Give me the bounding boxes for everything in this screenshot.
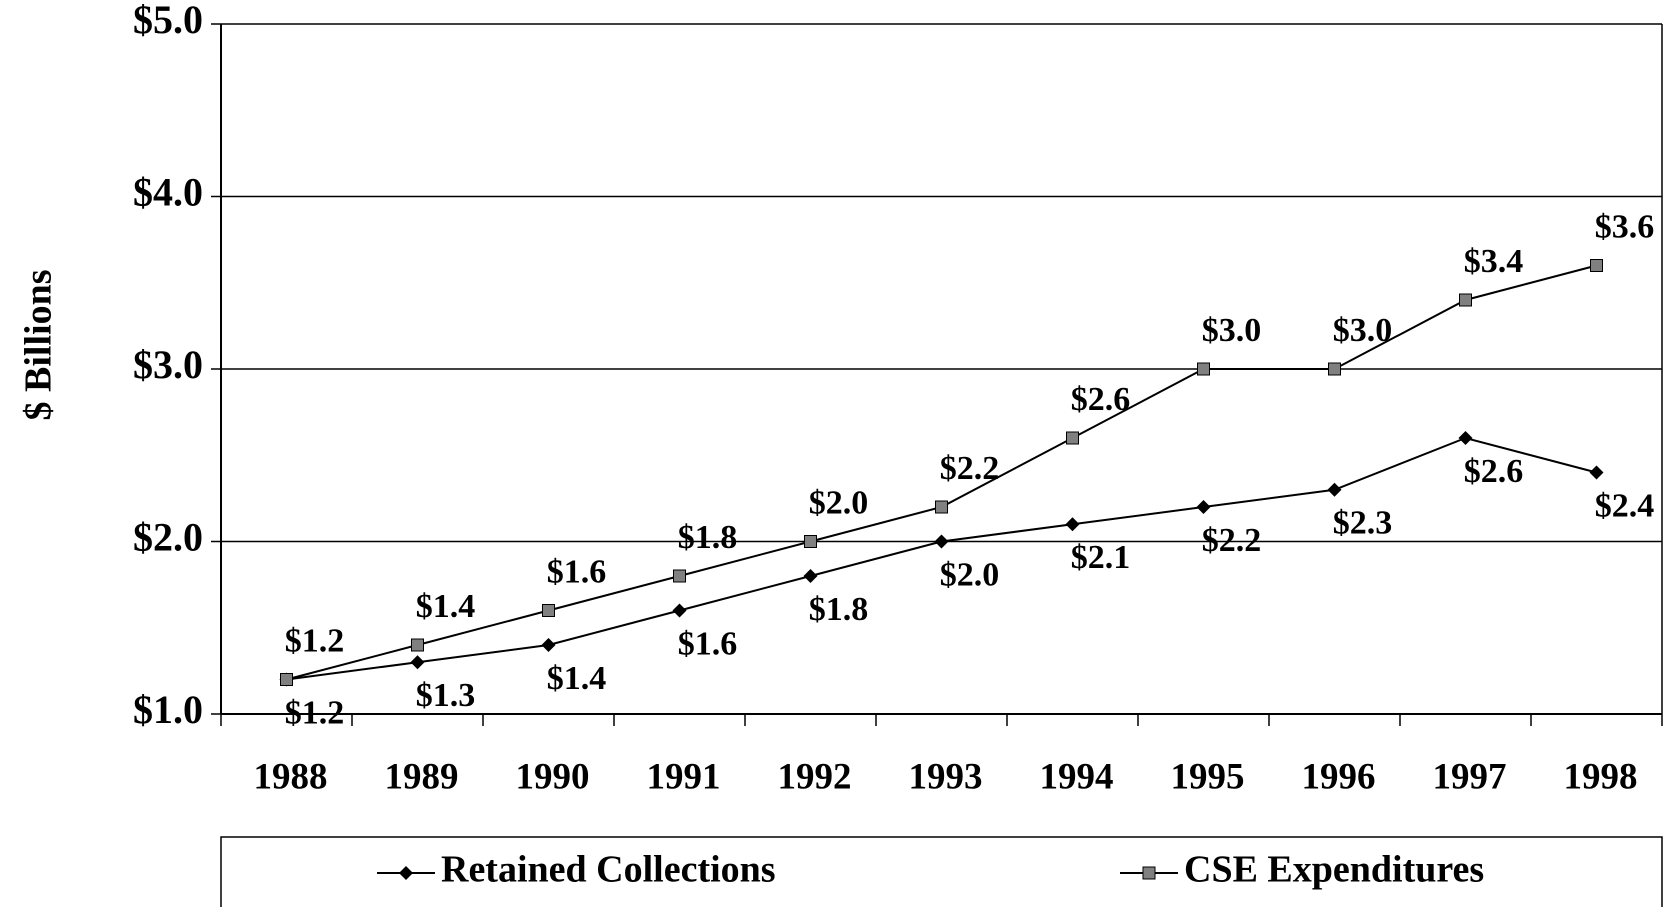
data-point (1589, 465, 1604, 480)
y-tick-label: $1.0 (133, 687, 203, 732)
data-point (1196, 500, 1211, 514)
data-point (1328, 362, 1341, 376)
data-label: $1.6 (547, 553, 607, 590)
data-label: $2.0 (809, 484, 869, 521)
data-label: $1.8 (809, 591, 869, 628)
y-tick-label: $3.0 (133, 342, 203, 387)
x-tick-label: 1990 (516, 756, 590, 797)
data-label: $2.1 (1071, 539, 1131, 576)
x-tick-label: 1996 (1302, 756, 1376, 797)
data-point (541, 638, 556, 652)
x-tick-label: 1988 (254, 756, 328, 797)
data-point (1458, 431, 1473, 445)
data-label: $1.4 (547, 660, 607, 697)
data-label: $2.3 (1333, 505, 1393, 542)
legend-marker (1142, 866, 1156, 880)
data-label: $2.0 (940, 556, 1000, 593)
data-label: $2.6 (1071, 381, 1131, 418)
data-point (935, 500, 948, 514)
data-label: $2.2 (1202, 522, 1262, 559)
data-label: $2.4 (1595, 487, 1655, 524)
data-label: $1.3 (416, 677, 476, 714)
data-label: $3.4 (1464, 243, 1524, 280)
data-point (934, 534, 949, 549)
x-tick-label: 1991 (647, 756, 721, 797)
data-label: $3.0 (1202, 312, 1262, 349)
x-tick-label: 1989 (385, 756, 459, 797)
data-label: $1.6 (678, 625, 738, 662)
data-point (673, 569, 686, 583)
y-tick-label: $2.0 (133, 515, 203, 560)
data-point (1459, 293, 1472, 307)
data-point (1197, 362, 1210, 376)
data-label: $1.8 (678, 519, 738, 556)
data-point (542, 604, 555, 617)
legend-marker (399, 866, 413, 880)
data-label: $3.0 (1333, 312, 1393, 349)
x-tick-label: 1992 (778, 756, 852, 797)
data-point (411, 638, 424, 652)
data-point (1590, 259, 1603, 272)
data-label: $1.2 (285, 622, 345, 659)
legend-label: Retained Collections (441, 849, 776, 891)
legend-label: CSE Expenditures (1184, 849, 1484, 891)
data-point (672, 603, 687, 618)
x-tick-label: 1995 (1171, 756, 1245, 797)
data-point (1327, 482, 1342, 497)
data-point (410, 655, 425, 670)
data-label: $1.2 (285, 694, 345, 731)
x-tick-label: 1994 (1040, 756, 1114, 797)
data-label: $2.2 (940, 450, 1000, 487)
y-tick-label: $5.0 (133, 0, 203, 42)
data-point (803, 569, 818, 583)
data-label: $2.6 (1464, 453, 1524, 490)
data-point (280, 673, 293, 686)
data-label: $3.6 (1595, 208, 1655, 245)
x-tick-label: 1993 (909, 756, 983, 797)
legend-box (220, 836, 1663, 907)
y-axis-label: $ Billions (18, 270, 60, 421)
data-point (804, 535, 817, 548)
data-point (1066, 431, 1079, 445)
data-point (1065, 517, 1080, 532)
x-tick-label: 1997 (1433, 756, 1507, 797)
x-tick-label: 1998 (1564, 756, 1638, 797)
y-tick-label: $4.0 (133, 170, 203, 215)
data-label: $1.4 (416, 588, 476, 625)
